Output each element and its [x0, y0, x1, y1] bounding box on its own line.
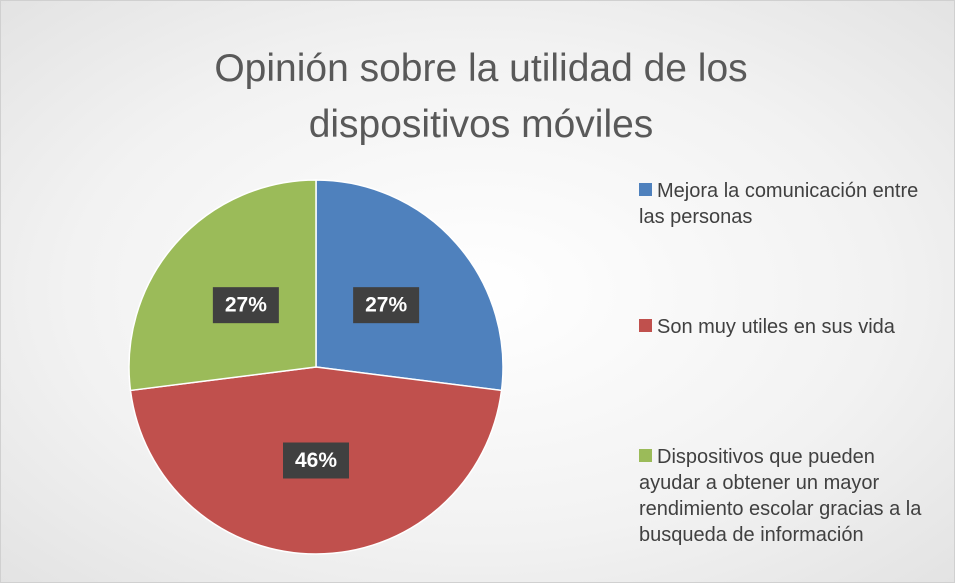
- label-box: [212, 287, 279, 324]
- data-label: 27%: [365, 294, 407, 317]
- data-label: 46%: [295, 449, 337, 472]
- label-box: [283, 442, 349, 479]
- legend-entry: Son muy utiles en sus vida: [639, 314, 939, 340]
- legend-entry: Dispositivos que pueden ayudar a obtener…: [639, 444, 939, 548]
- legend-swatch: [639, 183, 652, 196]
- legend-label: Mejora la comunicación entre las persona…: [639, 180, 919, 228]
- legend-entry: Mejora la comunicación entre las persona…: [639, 178, 939, 230]
- pie-slice: [315, 179, 504, 392]
- data-label: 27%: [225, 294, 267, 317]
- legend-label: Dispositivos que pueden ayudar a obtener…: [639, 446, 922, 546]
- pie-slice: [128, 179, 317, 392]
- chart-title: Opinión sobre la utilidad de los disposi…: [214, 47, 748, 146]
- legend-swatch: [639, 449, 652, 462]
- label-box: [353, 287, 420, 324]
- legend-swatch: [639, 319, 652, 332]
- legend-label: Son muy utiles en sus vida: [657, 316, 895, 338]
